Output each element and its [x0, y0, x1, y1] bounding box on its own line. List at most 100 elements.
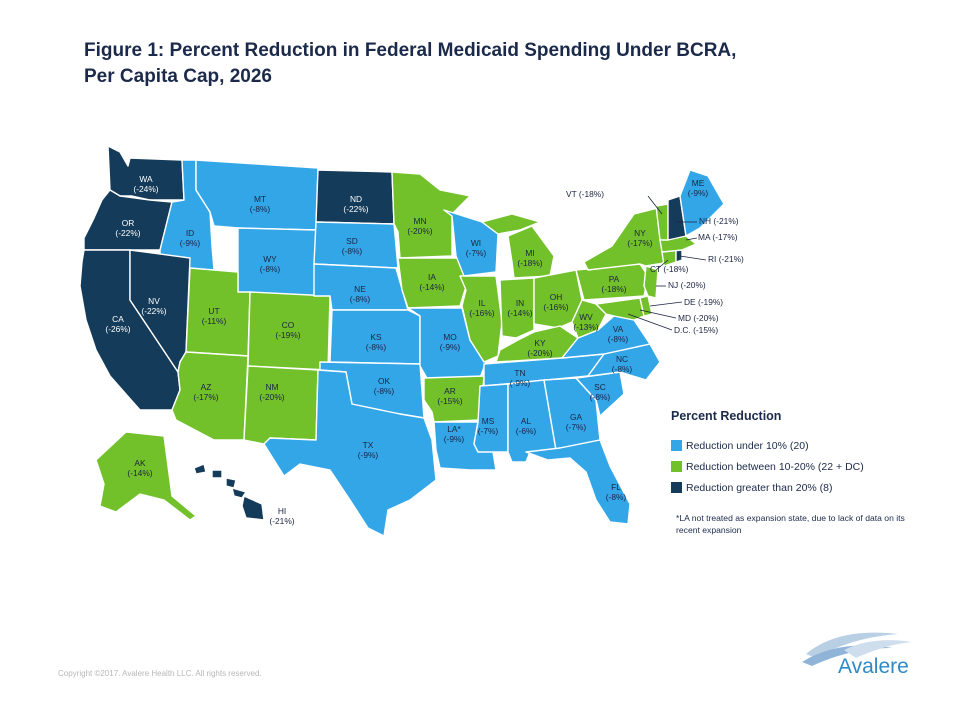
- legend-label-over-20: Reduction greater than 20% (8): [686, 481, 833, 494]
- label-NE: NE (-8%): [350, 284, 371, 304]
- label-SD-value: (-8%): [342, 246, 363, 256]
- label-WI: WI (-7%): [466, 238, 487, 258]
- label-WA-abbr: WA: [139, 174, 153, 184]
- label-SC: SC (-8%): [590, 382, 611, 402]
- label-NE-abbr: NE: [354, 284, 366, 294]
- label-SD-abbr: SD: [346, 236, 358, 246]
- label-AK-abbr: AK: [134, 458, 146, 468]
- legend: Percent Reduction Reduction under 10% (2…: [671, 409, 941, 498]
- label-VA: VA (-8%): [608, 324, 629, 344]
- label-NJ: NJ (-20%): [668, 280, 706, 290]
- label-SC-abbr: SC: [594, 382, 606, 392]
- legend-swatch-10-20: [671, 461, 682, 472]
- label-MA: MA (-17%): [698, 232, 738, 242]
- label-NM: NM (-20%): [259, 382, 284, 402]
- state-HI: [193, 463, 265, 521]
- callout-line-CT: [655, 259, 669, 271]
- label-IA-abbr: IA: [428, 272, 436, 282]
- label-IA: IA (-14%): [419, 272, 444, 292]
- label-ND: ND (-22%): [343, 194, 368, 214]
- label-NH: NH (-21%): [699, 216, 739, 226]
- label-MS: MS (-7%): [478, 416, 499, 436]
- label-ME-abbr: ME: [692, 178, 705, 188]
- legend-label-10-20: Reduction between 10-20% (22 + DC): [686, 460, 864, 473]
- label-KS-value: (-8%): [366, 342, 387, 352]
- label-TX-abbr: TX: [363, 440, 374, 450]
- callout-line-MD: [639, 309, 677, 319]
- label-ND-abbr: ND: [350, 194, 362, 204]
- label-GA-abbr: GA: [570, 412, 583, 422]
- label-MO-value: (-9%): [440, 342, 461, 352]
- label-AR-value: (-15%): [437, 396, 462, 406]
- label-SD: SD (-8%): [342, 236, 363, 256]
- label-NE-value: (-8%): [350, 294, 371, 304]
- label-LA-value: (-9%): [444, 434, 465, 444]
- label-MO-abbr: MO: [443, 332, 457, 342]
- label-CA-value: (-26%): [105, 324, 130, 334]
- label-VA-abbr: VA: [613, 324, 624, 334]
- label-IN: IN (-14%): [507, 298, 532, 318]
- legend-item-under-10: Reduction under 10% (20): [671, 435, 941, 456]
- label-OH-abbr: OH: [550, 292, 563, 302]
- state-IN: [499, 277, 535, 339]
- label-CT: CT (-18%): [650, 264, 689, 274]
- copyright: Copyright ©2017. Avalere Health LLC. All…: [58, 669, 262, 678]
- legend-swatch-under-10: [671, 440, 682, 451]
- label-NV-value: (-22%): [141, 306, 166, 316]
- label-CA: CA (-26%): [105, 314, 130, 334]
- state-ME: [679, 169, 725, 237]
- label-ND-value: (-22%): [343, 204, 368, 214]
- label-AR-abbr: AR: [444, 386, 456, 396]
- state-FL: [525, 439, 631, 525]
- label-MN: MN (-20%): [407, 216, 432, 236]
- label-CO: CO (-19%): [275, 320, 300, 340]
- title-line-1: Figure 1: Percent Reduction in Federal M…: [84, 40, 737, 61]
- label-CO-abbr: CO: [282, 320, 295, 330]
- label-HI-value: (-21%): [269, 516, 294, 526]
- label-OH: OH (-16%): [543, 292, 568, 312]
- label-VT: VT (-18%): [566, 189, 604, 199]
- label-UT: UT (-11%): [202, 306, 227, 326]
- state-IL: [459, 275, 503, 363]
- label-OH-value: (-16%): [543, 302, 568, 312]
- label-NY-abbr: NY: [634, 228, 646, 238]
- footnote: *LA not treated as expansion state, due …: [676, 513, 905, 535]
- label-NC: NC (-8%): [612, 354, 633, 374]
- label-TX-value: (-9%): [358, 450, 379, 460]
- label-WI-value: (-7%): [466, 248, 487, 258]
- label-AZ: AZ (-17%): [193, 382, 218, 402]
- state-labels: WA (-24%)OR (-22%)CA (-26%)NV (-22%)ID (-9%)M…: [105, 174, 744, 526]
- label-WV: WV (-13%): [573, 312, 598, 332]
- label-NC-value: (-8%): [612, 364, 633, 374]
- label-UT-abbr: UT: [208, 306, 219, 316]
- callout-line-DC: [627, 313, 673, 331]
- state-AK: [95, 431, 197, 521]
- label-TN-value: (-9%): [510, 378, 531, 388]
- label-IN-abbr: IN: [516, 298, 524, 308]
- label-MI-value: (-18%): [517, 258, 542, 268]
- label-OR: OR (-22%): [115, 218, 140, 238]
- label-UT-value: (-11%): [202, 316, 227, 326]
- label-LA: LA* (-9%): [444, 424, 465, 444]
- label-PA-value: (-18%): [601, 284, 626, 294]
- label-MI: MI (-18%): [517, 248, 542, 268]
- label-NM-value: (-20%): [259, 392, 284, 402]
- label-WY-abbr: WY: [263, 254, 277, 264]
- label-IL-value: (-16%): [469, 308, 494, 318]
- callout-line-RI: [679, 255, 707, 261]
- avalere-logo-text: Avalere: [838, 655, 909, 678]
- label-KY: KY (-20%): [527, 338, 552, 358]
- label-ID-abbr: ID: [186, 228, 194, 238]
- label-OR-value: (-22%): [115, 228, 140, 238]
- title-line-2: Per Capita Cap, 2026: [84, 66, 272, 87]
- label-AL-abbr: AL: [521, 416, 532, 426]
- label-AL-value: (-6%): [516, 426, 537, 436]
- label-OK-value: (-8%): [374, 386, 395, 396]
- label-MT: MT (-8%): [250, 194, 271, 214]
- label-IA-value: (-14%): [419, 282, 444, 292]
- label-NC-abbr: NC: [616, 354, 628, 364]
- label-AZ-value: (-17%): [193, 392, 218, 402]
- label-AK-value: (-14%): [127, 468, 152, 478]
- label-TN: TN (-9%): [510, 368, 531, 388]
